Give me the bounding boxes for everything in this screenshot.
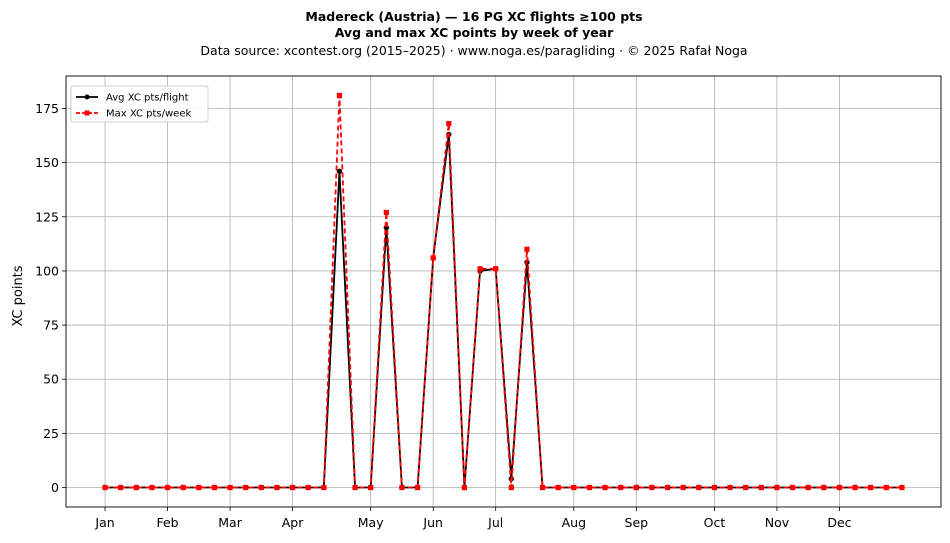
- y-tick-label: 125: [35, 209, 59, 224]
- data-point: [727, 484, 733, 491]
- y-tick-label: 175: [35, 101, 59, 116]
- data-point: [258, 484, 264, 491]
- data-point: [289, 484, 296, 491]
- chart-subtitle: Data source: xcontest.org (2015–2025) · …: [200, 43, 747, 58]
- data-point: [133, 484, 139, 491]
- chart-title-line2: Avg and max XC points by week of year: [335, 25, 614, 40]
- legend-marker: [84, 110, 90, 116]
- x-tick-label: Jun: [422, 515, 443, 530]
- x-tick-label: Aug: [562, 515, 586, 530]
- y-tick-label: 100: [35, 263, 59, 278]
- data-point: [336, 92, 343, 99]
- x-tick-label: Jul: [487, 515, 503, 530]
- data-point: [243, 484, 249, 491]
- legend-marker: [84, 94, 90, 100]
- series-max: [102, 92, 905, 491]
- data-point: [868, 484, 874, 491]
- data-point: [618, 484, 624, 491]
- data-point: [743, 484, 749, 491]
- x-tick-label: Apr: [282, 515, 304, 530]
- x-tick-label: Dec: [827, 515, 851, 530]
- data-point: [852, 484, 858, 491]
- data-point: [305, 484, 311, 491]
- data-point: [602, 484, 608, 491]
- data-point: [774, 484, 780, 491]
- data-point: [118, 484, 124, 491]
- data-point: [789, 484, 796, 491]
- data-point: [446, 121, 452, 127]
- data-point: [836, 484, 843, 491]
- data-point: [680, 484, 686, 491]
- plot-area: 0 25 50 75 100 125 150 175 Jan Feb Mar Apr May Jun Jul…: [35, 75, 942, 530]
- data-point: [368, 484, 374, 491]
- data-point: [555, 484, 561, 491]
- data-point: [664, 484, 671, 491]
- x-tick-label: Mar: [218, 515, 242, 530]
- data-point: [180, 484, 186, 491]
- data-point: [524, 246, 530, 252]
- x-tick-label: Jan: [94, 515, 114, 530]
- x-tick-label: Oct: [704, 515, 726, 530]
- data-point: [477, 266, 483, 272]
- data-point: [633, 484, 639, 491]
- data-point: [149, 484, 155, 491]
- y-axis-label: XC points: [11, 265, 26, 326]
- data-point: [414, 484, 421, 491]
- data-point: [493, 266, 499, 272]
- x-tick-label: Sep: [625, 515, 649, 530]
- data-point: [649, 484, 655, 491]
- data-point: [336, 168, 343, 174]
- data-point: [274, 484, 280, 491]
- y-tick-label: 150: [35, 155, 59, 170]
- data-point: [164, 484, 171, 491]
- data-point: [805, 484, 811, 491]
- data-point: [383, 209, 389, 216]
- data-point: [711, 484, 718, 491]
- data-point: [899, 484, 905, 491]
- data-point: [586, 484, 593, 491]
- x-tick-label: Feb: [156, 515, 178, 530]
- legend-label: Max XC pts/week: [106, 109, 191, 120]
- y-tick-label: 50: [43, 372, 59, 387]
- y-tick-label: 0: [51, 480, 59, 495]
- data-point: [758, 484, 764, 491]
- legend-label: Avg XC pts/flight: [106, 93, 189, 104]
- chart-title-line1: Madereck (Austria) — 16 PG XC flights ≥1…: [305, 9, 642, 24]
- data-point: [321, 484, 327, 491]
- grid-lines: [66, 76, 941, 507]
- data-point: [211, 484, 218, 491]
- y-tick-label: 75: [43, 318, 59, 333]
- data-point: [696, 484, 702, 491]
- x-tick-label: Nov: [765, 515, 790, 530]
- plot-frame: [65, 75, 942, 508]
- data-point: [430, 255, 436, 261]
- data-point: [461, 484, 468, 491]
- series-avg: [102, 131, 905, 491]
- series-line: [105, 94, 902, 489]
- data-point: [352, 484, 358, 491]
- x-tick-label: May: [358, 515, 384, 530]
- data-point: [883, 484, 889, 491]
- data-point: [539, 484, 546, 491]
- legend-box: [70, 85, 209, 123]
- y-tick-label: 25: [43, 426, 59, 441]
- series-line: [105, 133, 902, 489]
- data-point: [399, 484, 405, 491]
- axis-ticks: 0 25 50 75 100 125 150 175 Jan Feb Mar Apr May Jun Jul…: [35, 101, 852, 530]
- data-point: [227, 484, 233, 491]
- legend: Avg XC pts/flight Max XC pts/week: [70, 85, 209, 123]
- data-point: [196, 484, 202, 491]
- data-point: [102, 484, 108, 491]
- data-point: [508, 484, 514, 491]
- data-point: [571, 484, 577, 491]
- data-point: [821, 484, 827, 491]
